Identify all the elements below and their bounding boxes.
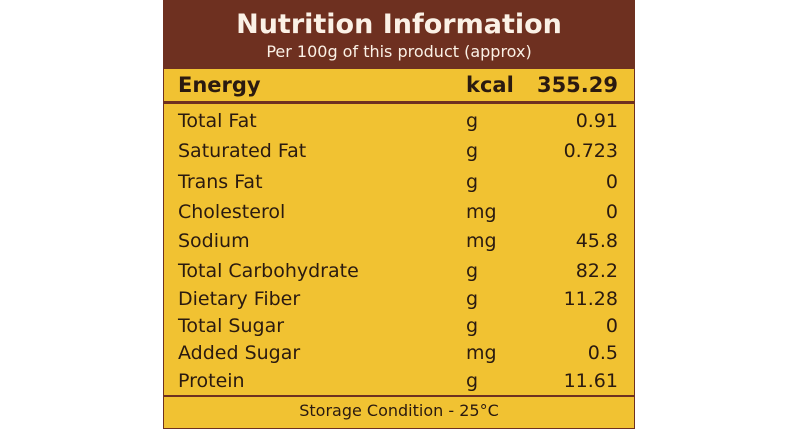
amount: 45.8 bbox=[575, 230, 618, 252]
nutrient-name: Protein bbox=[178, 370, 245, 392]
unit: g bbox=[466, 140, 479, 162]
nutrient-name: Trans Fat bbox=[178, 171, 263, 193]
nutrient-name: Dietary Fiber bbox=[178, 288, 301, 310]
nutrient-name: Energy bbox=[178, 73, 261, 97]
amount: 0.723 bbox=[563, 140, 618, 162]
amount: 11.61 bbox=[563, 370, 618, 392]
divider bbox=[164, 395, 634, 397]
nutrient-name: Saturated Fat bbox=[178, 140, 307, 162]
amount: 0 bbox=[605, 171, 618, 193]
amount: 0 bbox=[605, 201, 618, 223]
nutrient-name: Total Carbohydrate bbox=[178, 260, 359, 282]
amount: 0.5 bbox=[587, 342, 618, 364]
unit: g bbox=[466, 110, 479, 132]
unit: kcal bbox=[466, 73, 514, 97]
amount: 0.91 bbox=[575, 110, 618, 132]
amount: 355.29 bbox=[536, 73, 618, 97]
nutrient-name: Sodium bbox=[178, 230, 250, 252]
unit: mg bbox=[466, 342, 497, 364]
unit: g bbox=[466, 171, 479, 193]
unit: mg bbox=[466, 230, 497, 252]
header: Nutrition Information Per 100g of this p… bbox=[164, 1, 634, 69]
subtitle: Per 100g of this product (approx) bbox=[266, 42, 532, 61]
nutrient-name: Cholesterol bbox=[178, 201, 286, 223]
nutrient-name: Added Sugar bbox=[178, 342, 301, 364]
nutrient-name: Total Sugar bbox=[178, 315, 285, 337]
amount: 11.28 bbox=[563, 288, 618, 310]
nutrient-name: Total Fat bbox=[178, 110, 257, 132]
unit: g bbox=[466, 288, 479, 310]
divider bbox=[164, 101, 634, 104]
title: Nutrition Information bbox=[236, 9, 562, 40]
nutrition-label: Nutrition Information Per 100g of this p… bbox=[163, 0, 635, 429]
amount: 0 bbox=[605, 315, 618, 337]
unit: g bbox=[466, 315, 479, 337]
unit: mg bbox=[466, 201, 497, 223]
unit: g bbox=[466, 370, 479, 392]
unit: g bbox=[466, 260, 479, 282]
amount: 82.2 bbox=[575, 260, 618, 282]
footer: Storage Condition - 25°C bbox=[299, 401, 499, 420]
